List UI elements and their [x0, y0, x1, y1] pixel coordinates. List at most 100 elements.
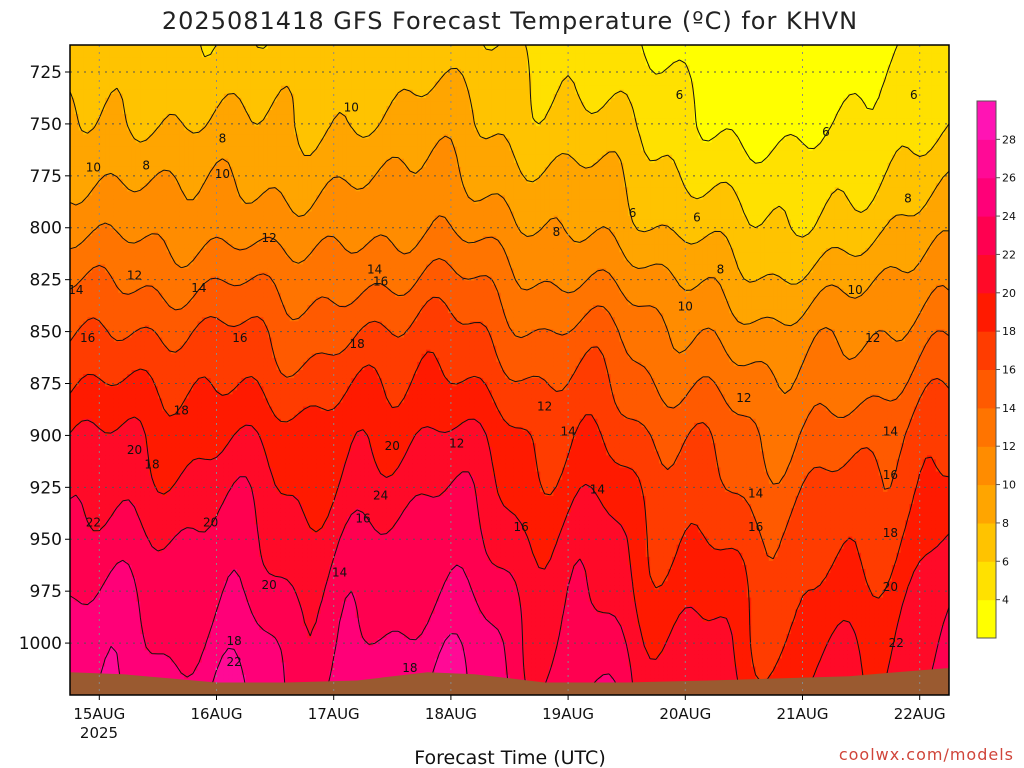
temperature-cell: [83, 350, 88, 355]
temperature-cell: [158, 147, 163, 152]
temperature-cell: [202, 622, 207, 627]
temperature-cell: [123, 49, 128, 54]
temperature-cell: [202, 390, 207, 395]
temperature-cell: [202, 614, 207, 619]
temperature-cell: [105, 557, 110, 562]
temperature-cell: [145, 602, 150, 607]
temperature-cell: [127, 236, 132, 241]
temperature-cell: [202, 663, 207, 668]
temperature-cell: [74, 212, 79, 217]
temperature-cell: [132, 102, 137, 107]
temperature-cell: [83, 488, 88, 493]
temperature-cell: [118, 317, 123, 322]
temperature-cell: [145, 122, 150, 127]
temperature-cell: [189, 646, 194, 651]
temperature-cell: [180, 313, 185, 318]
temperature-cell: [123, 297, 128, 302]
temperature-cell: [114, 78, 119, 83]
temperature-cell: [175, 374, 180, 379]
temperature-cell: [145, 273, 150, 278]
temperature-cell: [171, 508, 176, 513]
temperature-cell: [175, 593, 180, 598]
temperature-cell: [180, 268, 185, 273]
temperature-cell: [158, 472, 163, 477]
temperature-cell: [110, 212, 115, 217]
temperature-cell: [175, 577, 180, 582]
temperature-cell: [127, 260, 132, 265]
temperature-cell: [158, 163, 163, 168]
temperature-cell: [175, 626, 180, 631]
temperature-cell: [149, 366, 154, 371]
temperature-cell: [92, 358, 97, 363]
temperature-cell: [189, 415, 194, 420]
temperature-cell: [92, 488, 97, 493]
temperature-cell: [110, 382, 115, 387]
temperature-cell: [83, 468, 88, 473]
temperature-cell: [184, 614, 189, 619]
temperature-cell: [101, 472, 106, 477]
temperature-cell: [110, 573, 115, 578]
temperature-cell: [110, 459, 115, 464]
temperature-cell: [167, 268, 172, 273]
temperature-cell: [158, 654, 163, 659]
temperature-cell: [180, 569, 185, 574]
temperature-cell: [149, 69, 154, 74]
temperature-cell: [110, 155, 115, 160]
temperature-cell: [184, 273, 189, 278]
temperature-cell: [110, 524, 115, 529]
temperature-cell: [118, 431, 123, 436]
temperature-cell: [114, 553, 119, 558]
temperature-cell: [202, 110, 207, 115]
temperature-cell: [79, 663, 84, 668]
temperature-cell: [83, 626, 88, 631]
temperature-cell: [197, 589, 202, 594]
temperature-cell: [83, 423, 88, 428]
temperature-cell: [114, 167, 119, 172]
temperature-cell: [158, 610, 163, 615]
temperature-cell: [145, 358, 150, 363]
temperature-cell: [158, 476, 163, 481]
temperature-cell: [171, 634, 176, 639]
chart-title: 2025081418 GFS Forecast Temperature (ºC)…: [162, 7, 858, 35]
temperature-cell: [189, 606, 194, 611]
temperature-cell: [184, 650, 189, 655]
temperature-cell: [162, 216, 167, 221]
temperature-cell: [184, 61, 189, 66]
temperature-cell: [184, 516, 189, 521]
temperature-cell: [83, 49, 88, 54]
temperature-cell: [184, 208, 189, 213]
temperature-cell: [110, 378, 115, 383]
temperature-cell: [206, 159, 211, 164]
temperature-cell: [114, 370, 119, 375]
temperature-cell: [114, 187, 119, 192]
temperature-cell: [123, 553, 128, 558]
temperature-cell: [197, 118, 202, 123]
temperature-cell: [88, 114, 93, 119]
temperature-cell: [171, 53, 176, 58]
temperature-cell: [180, 646, 185, 651]
temperature-cell: [92, 390, 97, 395]
temperature-cell: [193, 654, 198, 659]
temperature-cell: [114, 496, 119, 501]
temperature-cell: [114, 488, 119, 493]
temperature-cell: [154, 163, 159, 168]
temperature-cell: [114, 439, 119, 444]
temperature-cell: [88, 443, 93, 448]
temperature-cell: [136, 480, 141, 485]
temperature-cell: [189, 577, 194, 582]
temperature-cell: [145, 260, 150, 265]
temperature-cell: [101, 268, 106, 273]
temperature-cell: [118, 508, 123, 513]
temperature-cell: [114, 366, 119, 371]
temperature-cell: [114, 212, 119, 217]
temperature-cell: [83, 561, 88, 566]
temperature-cell: [189, 398, 194, 403]
temperature-cell: [202, 415, 207, 420]
temperature-cell: [197, 203, 202, 208]
temperature-cell: [171, 451, 176, 456]
temperature-cell: [189, 541, 194, 546]
temperature-cell: [92, 431, 97, 436]
temperature-cell: [180, 171, 185, 176]
temperature-cell: [158, 630, 163, 635]
temperature-cell: [154, 476, 159, 481]
